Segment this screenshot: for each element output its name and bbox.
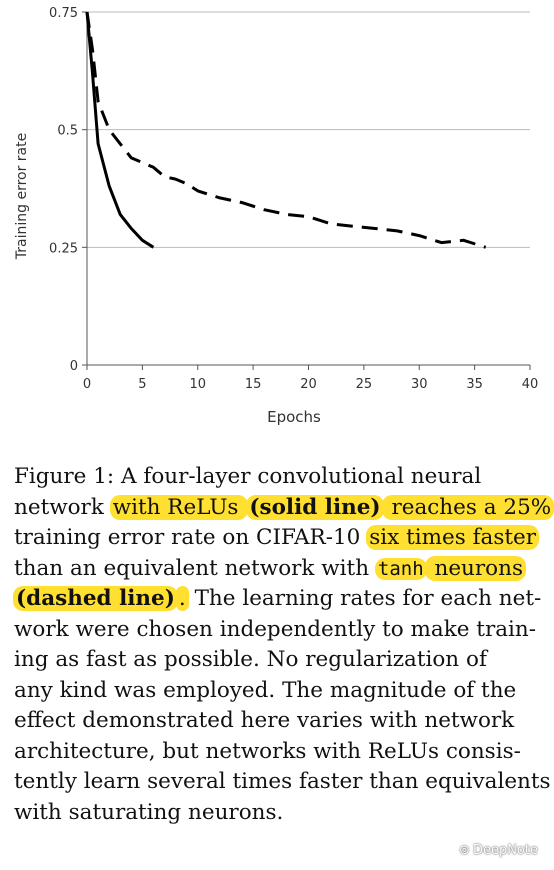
wechat-icon: ⊚ — [459, 843, 470, 858]
x-tick-label: 5 — [138, 377, 146, 392]
caption-text: training error rate on CIFAR-10 — [14, 525, 368, 550]
x-tick-label: 35 — [466, 377, 483, 392]
caption-line: network with ReLUs (solid line) reaches … — [14, 493, 554, 524]
x-tick-label: 10 — [189, 377, 206, 392]
caption-text: than an equivalent network with — [14, 555, 376, 581]
caption-line: effect demonstrated here varies with net… — [14, 706, 544, 737]
caption-line: than an equivalent network with tanh neu… — [14, 554, 544, 585]
highlighted-text: neurons — [424, 555, 527, 581]
caption-line: (dashed line). The learning rates for ea… — [13, 584, 544, 615]
highlighted-text: with ReLUs — [109, 494, 249, 520]
highlighted-text: six times faster — [366, 525, 540, 550]
highlighted-text: . — [175, 586, 189, 611]
dashed-series-line — [85, 11, 487, 249]
y-tick-label: 0 — [70, 359, 78, 374]
training-error-chart: 0 0.25 0.5 0.75 0 5 10 15 20 25 30 35 40 Epochs Tra… — [14, 6, 538, 426]
y-tick-label: 0.5 — [57, 124, 78, 139]
y-tick-label: 0.75 — [49, 6, 78, 21]
x-tick-label: 25 — [356, 377, 373, 392]
highlighted-text: reaches a 25% — [381, 494, 554, 520]
x-tick-label: 40 — [522, 377, 539, 392]
highlighted-text: (dashed line) — [13, 586, 178, 611]
highlighted-text: tanh — [374, 557, 427, 580]
x-axis-label: Epochs — [267, 408, 321, 426]
y-tick-label: 0.25 — [49, 241, 78, 256]
y-axis-ticks: 0 0.25 0.5 0.75 — [49, 6, 87, 374]
caption-line: any kind was employed. The magnitude of … — [14, 676, 544, 707]
grid-lines — [87, 11, 530, 248]
caption-text: any kind was employed. The magnitude of … — [14, 677, 517, 703]
caption-line: ing as fast as possible. No regularizati… — [14, 645, 544, 676]
x-axis-ticks: 0 5 10 15 20 25 30 35 40 — [83, 365, 538, 392]
watermark: ⊚ DeepNote — [459, 843, 538, 858]
caption-line: architecture, but networks with ReLUs co… — [14, 737, 544, 768]
caption-text: tently learn several times faster than e… — [14, 769, 551, 794]
caption-text: network — [14, 494, 111, 520]
x-tick-label: 15 — [245, 377, 262, 392]
x-tick-label: 20 — [300, 377, 317, 392]
caption-text: effect demonstrated here varies with net… — [14, 708, 515, 733]
figure-caption: Figure 1: A four-layer convolutional neu… — [13, 462, 554, 829]
x-tick-label: 0 — [83, 377, 91, 392]
caption-text: ing as fast as possible. No regularizati… — [14, 647, 487, 672]
solid-series-line — [85, 11, 155, 249]
caption-text: with saturating neurons. — [14, 799, 284, 825]
watermark-text: DeepNote — [472, 843, 538, 858]
caption-text: Figure 1: A four-layer convolutional neu… — [14, 464, 482, 489]
caption-line: tently learn several times faster than e… — [14, 767, 551, 798]
caption-text: architecture, but networks with ReLUs co… — [14, 738, 521, 764]
caption-line: training error rate on CIFAR-10 six time… — [14, 523, 544, 554]
y-axis-label: Training error rate — [14, 133, 30, 260]
caption-line: with saturating neurons. — [14, 798, 544, 829]
caption-line: work were chosen independently to make t… — [14, 615, 544, 646]
x-tick-label: 30 — [411, 377, 428, 392]
series-lines — [85, 11, 487, 249]
caption-text: The learning rates for each net- — [187, 586, 542, 611]
highlighted-text: (solid line) — [246, 494, 384, 520]
caption-line: Figure 1: A four-layer convolutional neu… — [14, 462, 544, 493]
caption-text: work were chosen independently to make t… — [14, 616, 537, 642]
